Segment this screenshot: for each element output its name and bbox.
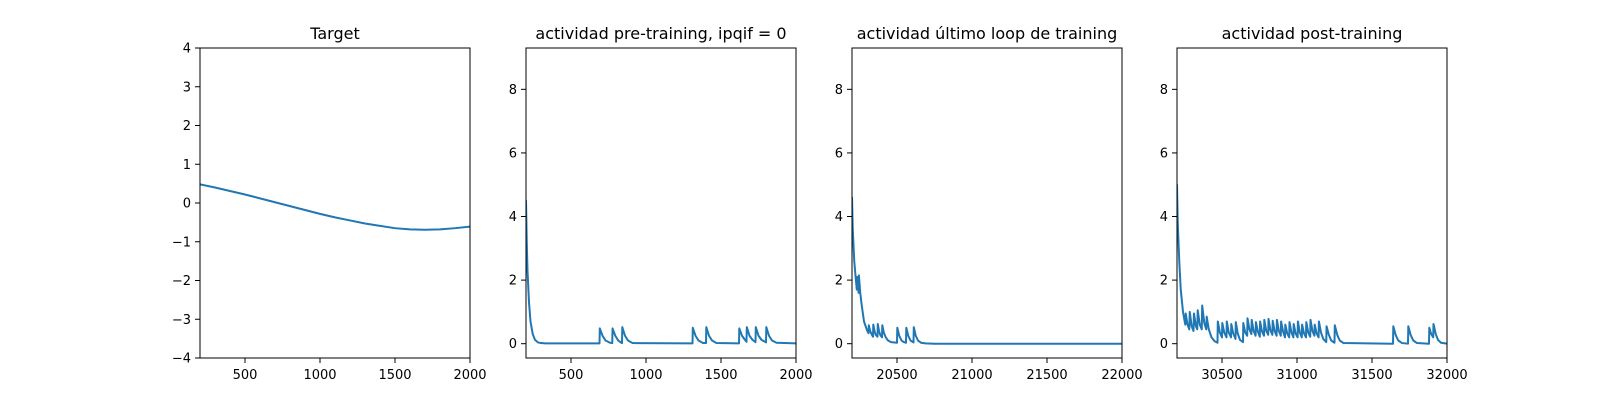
y-tick-label: 6 <box>835 146 843 161</box>
chart-title: actividad post-training <box>1222 24 1403 43</box>
series-line <box>1177 183 1447 345</box>
x-tick-label: 32000 <box>1426 368 1467 383</box>
x-tick-label: 1000 <box>629 368 662 383</box>
series-line <box>200 183 470 231</box>
y-tick-label: 0 <box>183 197 191 212</box>
y-tick-label: 6 <box>1160 146 1168 161</box>
x-tick-label: 31000 <box>1276 368 1317 383</box>
x-tick-label: 1000 <box>303 368 336 383</box>
chart-panel-4: 30500 31000 31500 32000 0 2 4 6 8 actividad post-… <box>1160 24 1468 383</box>
x-tick-label: 1500 <box>704 368 737 383</box>
x-tick-label: 31500 <box>1351 368 1392 383</box>
y-tick-label: −1 <box>172 235 191 250</box>
x-tick-label: 500 <box>233 368 258 383</box>
x-tick-label: 1500 <box>378 368 411 383</box>
y-tick-label: 0 <box>1160 337 1168 352</box>
y-tick-label: 0 <box>509 337 517 352</box>
axes-frame <box>1176 47 1448 359</box>
x-tick-label: 20500 <box>876 368 917 383</box>
x-tick-label: 2000 <box>453 368 486 383</box>
y-tick-label: 2 <box>835 274 843 289</box>
chart-panel-2: 500 1000 1500 2000 0 2 4 6 8 actividad pre-traini… <box>509 24 813 383</box>
axes-frame <box>525 47 797 359</box>
x-tick-label: 21000 <box>951 368 992 383</box>
chart-title: Target <box>309 24 360 43</box>
chart-title: actividad pre-training, ipqif = 0 <box>535 24 786 43</box>
x-tick-label: 22000 <box>1101 368 1142 383</box>
y-tick-label: 2 <box>509 274 517 289</box>
y-tick-label: 2 <box>1160 274 1168 289</box>
y-tick-label: 0 <box>835 337 843 352</box>
y-tick-label: −3 <box>172 313 191 328</box>
x-tick-label: 21500 <box>1026 368 1067 383</box>
y-tick-label: 4 <box>1160 210 1168 225</box>
y-tick-label: 8 <box>1160 83 1168 98</box>
chart-title: actividad último loop de training <box>857 24 1118 43</box>
series-line <box>852 196 1122 345</box>
x-tick-label: 2000 <box>779 368 812 383</box>
chart-panel-1: 500 1000 1500 2000 −4 −3 −2 −1 0 1 2 3 4 Target <box>172 24 487 383</box>
y-tick-label: 1 <box>183 158 191 173</box>
y-tick-label: −2 <box>172 274 191 289</box>
y-tick-label: 4 <box>835 210 843 225</box>
y-tick-label: 4 <box>183 42 191 57</box>
axes-frame <box>851 47 1123 359</box>
y-tick-label: 8 <box>509 83 517 98</box>
x-tick-label: 500 <box>559 368 584 383</box>
y-tick-label: 6 <box>509 146 517 161</box>
y-tick-label: 8 <box>835 83 843 98</box>
y-tick-label: −4 <box>172 352 191 367</box>
y-tick-label: 2 <box>183 119 191 134</box>
x-tick-label: 30500 <box>1201 368 1242 383</box>
series-line <box>526 199 796 345</box>
chart-panel-3: 20500 21000 21500 22000 0 2 4 6 8 actividad últim… <box>835 24 1143 383</box>
y-tick-label: 3 <box>183 80 191 95</box>
y-tick-label: 4 <box>509 210 517 225</box>
